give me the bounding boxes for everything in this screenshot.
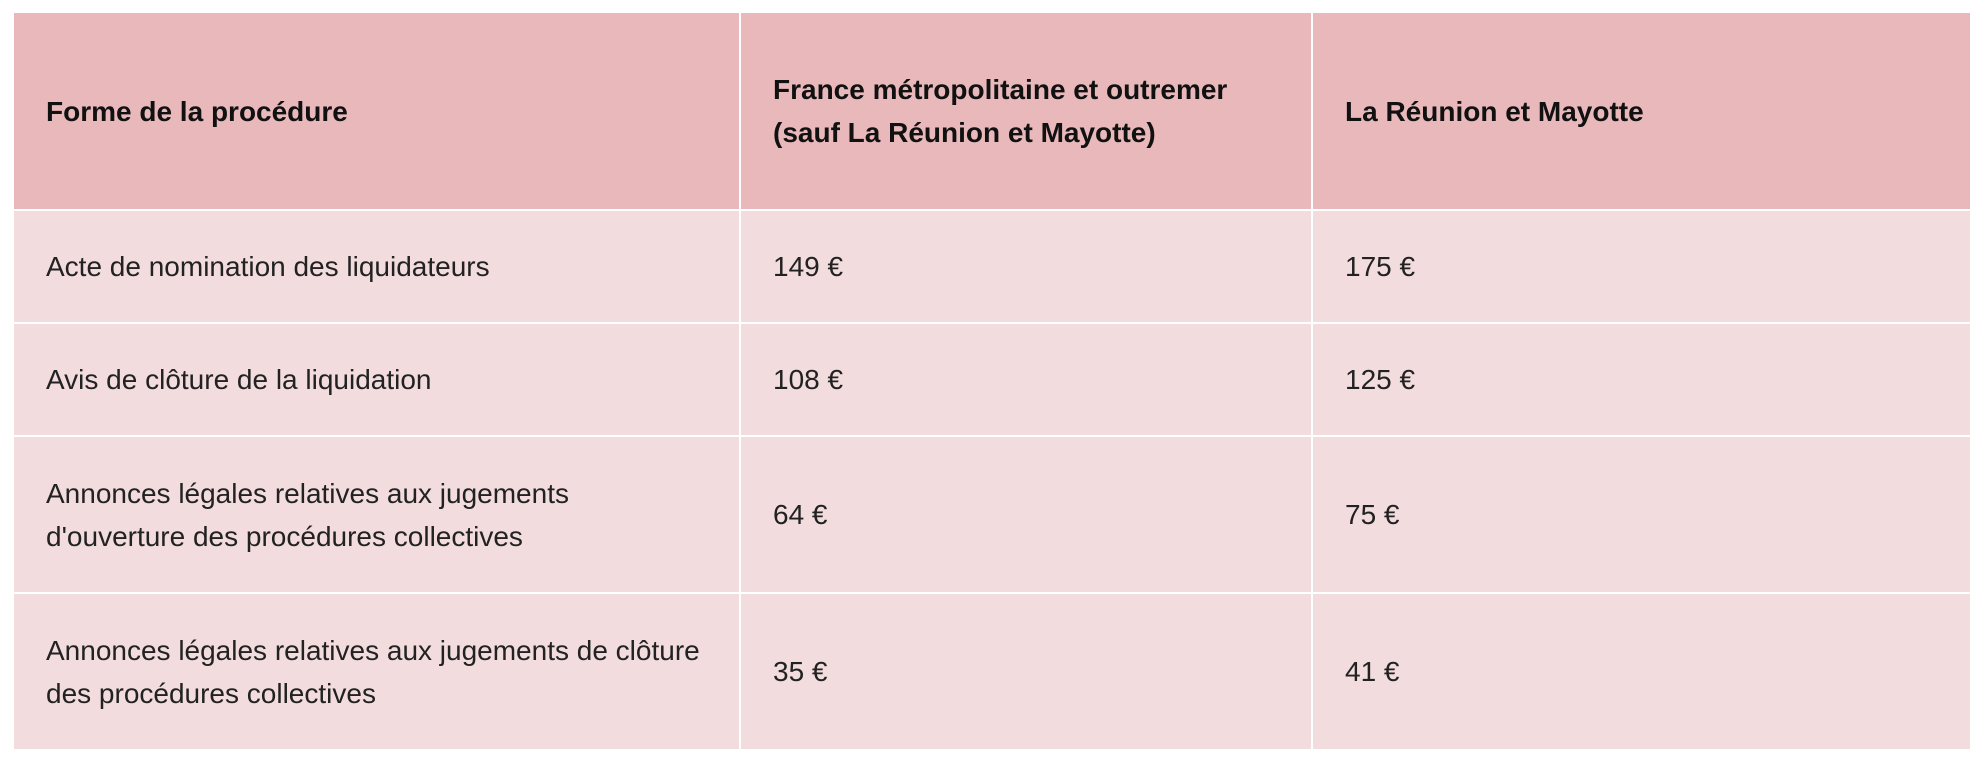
- header-france-metropolitan: France métropolitaine et outremer (sauf …: [739, 11, 1313, 211]
- cell-price-france: 149 €: [739, 209, 1313, 324]
- cell-price-reunion: 41 €: [1311, 592, 1972, 751]
- table-row: Avis de clôture de la liquidation 108 € …: [12, 322, 1972, 437]
- cell-procedure: Acte de nomination des liquidateurs: [12, 209, 741, 324]
- table-row: Annonces légales relatives aux jugements…: [12, 592, 1972, 751]
- header-reunion-mayotte: La Réunion et Mayotte: [1311, 11, 1972, 211]
- cell-price-france: 108 €: [739, 322, 1313, 437]
- header-procedure-form: Forme de la procédure: [12, 11, 741, 211]
- tariff-table-container: Forme de la procédure France métropolita…: [12, 11, 1972, 751]
- cell-price-reunion: 125 €: [1311, 322, 1972, 437]
- table-header-row: Forme de la procédure France métropolita…: [12, 11, 1972, 211]
- cell-price-reunion: 175 €: [1311, 209, 1972, 324]
- cell-price-reunion: 75 €: [1311, 435, 1972, 594]
- cell-price-france: 35 €: [739, 592, 1313, 751]
- tariff-table: Forme de la procédure France métropolita…: [12, 11, 1972, 751]
- table-row: Acte de nomination des liquidateurs 149 …: [12, 209, 1972, 324]
- cell-procedure: Annonces légales relatives aux jugements…: [12, 592, 741, 751]
- cell-procedure: Avis de clôture de la liquidation: [12, 322, 741, 437]
- cell-procedure: Annonces légales relatives aux jugements…: [12, 435, 741, 594]
- cell-price-france: 64 €: [739, 435, 1313, 594]
- table-row: Annonces légales relatives aux jugements…: [12, 435, 1972, 594]
